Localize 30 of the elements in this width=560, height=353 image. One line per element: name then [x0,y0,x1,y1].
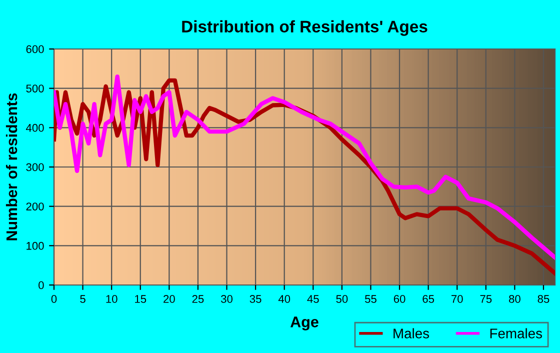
y-tick-label: 600 [26,45,44,54]
x-tick-label: 0 [51,295,57,303]
x-tick-label: 10 [106,295,118,303]
x-tick-label: 75 [480,295,492,303]
x-tick-label: 15 [135,295,146,303]
x-tick-label: 55 [364,295,376,303]
x-tick-label: 40 [278,295,290,303]
legend-label: Males [394,328,430,338]
y-tick-label: 0 [38,281,44,290]
y-tick-label: 400 [26,124,44,132]
x-tick-label: 5 [80,295,86,303]
x-axis-title: Age [290,316,318,330]
x-tick-label: 30 [221,295,233,303]
x-tick-label: 85 [538,295,550,303]
y-tick-label: 300 [26,163,44,172]
chart-title: Distribution of Residents' Ages [182,20,428,36]
x-tick-label: 50 [336,295,348,303]
y-axis-title: Number of residents [6,93,18,240]
x-tick-label: 70 [451,295,463,303]
y-tick-label: 100 [26,242,44,250]
x-tick-label: 20 [164,295,175,303]
x-tick-label: 25 [192,295,204,303]
y-tick-label: 200 [26,202,44,210]
x-tick-label: 80 [508,295,520,303]
y-tick-label: 500 [26,84,44,92]
legend-label: Females [490,328,542,338]
x-tick-label: 65 [422,295,434,303]
x-tick-label: 60 [394,295,406,303]
x-tick-label: 35 [250,295,262,303]
x-tick-label: 45 [307,295,319,303]
